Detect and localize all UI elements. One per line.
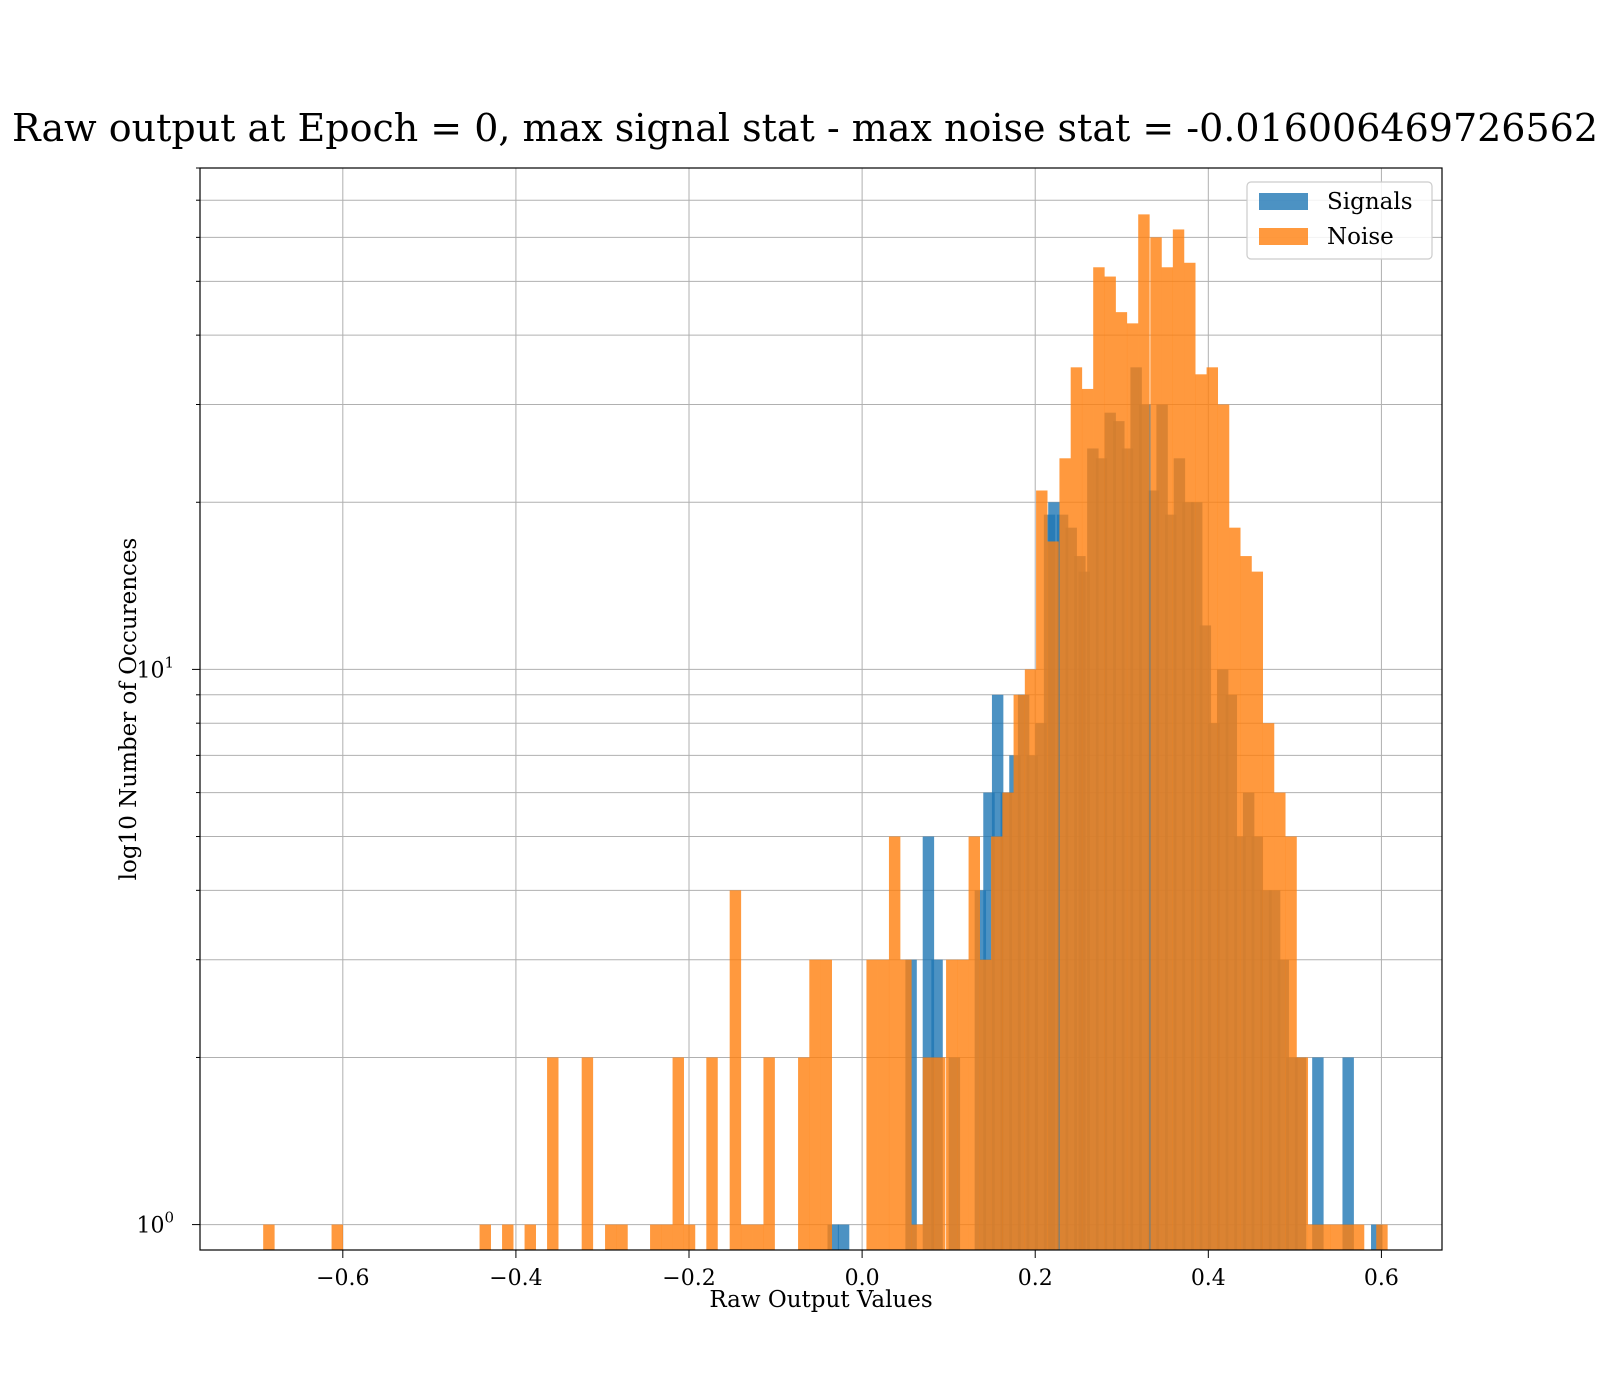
histogram-bar-noise	[877, 959, 890, 1250]
histogram-bar-noise	[1002, 792, 1014, 1250]
histogram-bar-noise	[1138, 214, 1150, 1250]
legend-label-signals: Signals	[1327, 189, 1413, 215]
histogram-bar-noise	[706, 1057, 718, 1250]
histogram-bar-signals	[1342, 1057, 1354, 1250]
histogram-bar-noise	[991, 836, 1003, 1250]
histogram-bar-noise	[1296, 1057, 1309, 1250]
histogram-bar-noise	[1251, 571, 1264, 1250]
histogram-bar-noise	[1229, 527, 1241, 1250]
histogram-bar-noise	[979, 959, 992, 1250]
plot-frame	[199, 167, 1443, 1251]
histogram-bar-noise	[809, 959, 821, 1250]
histogram-bar-noise	[888, 836, 901, 1250]
legend-swatch-noise	[1259, 228, 1308, 245]
histogram-bar-noise	[1093, 267, 1105, 1250]
histogram-bar-noise	[900, 959, 912, 1250]
legend-label-noise: Noise	[1327, 224, 1394, 250]
histogram-bar-noise	[911, 1224, 923, 1250]
histogram-bar-noise	[957, 959, 969, 1250]
histogram-bar-noise	[331, 1224, 343, 1250]
legend-swatch-signals	[1259, 193, 1308, 210]
histogram-bar-noise	[616, 1224, 628, 1250]
histogram-bar-noise	[820, 959, 832, 1250]
histogram-bar-noise	[479, 1224, 491, 1250]
histogram-bar-noise	[661, 1224, 673, 1250]
histogram-bar-noise	[1047, 541, 1059, 1250]
histogram-bar-noise	[1070, 367, 1083, 1250]
histogram-bar-noise	[1013, 694, 1025, 1250]
histogram-bar-noise	[1262, 723, 1275, 1250]
histogram-bar-noise	[1059, 458, 1071, 1250]
histogram-bar-signals	[922, 836, 935, 1250]
x-tick-label: −0.4	[489, 1266, 542, 1291]
y-tick-label: 101	[136, 653, 174, 683]
y-tick-label: 100	[136, 1209, 174, 1239]
histogram-bar-noise	[1274, 792, 1286, 1250]
histogram-bar-noise	[968, 836, 980, 1250]
histogram-bar-noise	[502, 1224, 514, 1250]
histogram-bar-noise	[1104, 276, 1116, 1250]
histogram-bar-noise	[729, 890, 742, 1250]
histogram-bar-noise	[1126, 323, 1139, 1250]
histogram-bar-noise	[581, 1057, 594, 1250]
histogram-bar-noise	[672, 1057, 684, 1250]
histogram-bar-noise	[1341, 1224, 1354, 1250]
histogram-bar-noise	[1330, 1224, 1342, 1250]
x-tick-label: 0.0	[845, 1266, 880, 1291]
histogram-bar-noise	[1217, 404, 1230, 1250]
x-tick-label: −0.2	[662, 1266, 715, 1291]
histogram-bar-noise	[1376, 1224, 1388, 1250]
axis-ticks: −0.6 −0.4 −0.2 0.0 0.2 0.4 0.6 100 101	[136, 167, 1399, 1291]
histogram-bar-noise	[798, 1057, 810, 1250]
histogram-bar-noise	[1206, 367, 1219, 1250]
histogram-bar-noise	[752, 1224, 764, 1250]
histogram-bar-noise	[1319, 1224, 1331, 1250]
x-tick-label: 0.2	[1018, 1266, 1053, 1291]
x-tick-label: −0.6	[316, 1266, 369, 1291]
x-tick-label: 0.4	[1191, 1266, 1226, 1291]
histogram-bar-noise	[1150, 237, 1162, 1251]
histogram-bar-noise	[763, 1057, 775, 1250]
histogram-bar-noise	[1307, 1224, 1320, 1250]
chart-legend: Signals Noise	[1246, 181, 1433, 260]
histogram-bar-noise	[1036, 490, 1048, 1250]
histogram-bar-noise	[922, 1057, 935, 1250]
histogram-bar-noise	[1352, 1224, 1365, 1250]
x-axis-label: Raw Output Values	[709, 1287, 932, 1313]
histogram-bar-noise	[933, 1057, 946, 1250]
histogram-bar-noise	[1172, 229, 1185, 1250]
y-axis-label: log10 Number of Occurences	[116, 538, 142, 881]
histogram-bar-noise	[1081, 388, 1094, 1250]
histogram-bar-noise	[1115, 312, 1128, 1250]
histogram-bar-noise	[866, 959, 878, 1250]
histogram-bar-noise	[683, 1224, 696, 1250]
histogram-bar-noise	[1195, 374, 1207, 1250]
histogram-bar-noise	[650, 1224, 662, 1250]
histogram-bar-noise	[605, 1224, 617, 1250]
histogram-bars	[263, 214, 1388, 1251]
histogram-bar-noise	[1161, 267, 1174, 1250]
series-noise-bars	[263, 214, 1388, 1251]
histogram-bar-noise	[547, 1057, 559, 1250]
histogram-bar-noise	[524, 1224, 536, 1250]
histogram-bar-signals	[1312, 1057, 1324, 1250]
histogram-bar-noise	[740, 1224, 753, 1250]
chart-title: Raw output at Epoch = 0, max signal stat…	[12, 106, 1598, 150]
histogram-bar-noise	[1024, 669, 1037, 1250]
histogram-bar-noise	[1184, 262, 1196, 1251]
x-tick-label: 0.6	[1364, 1266, 1399, 1291]
histogram-bar-signals	[837, 1224, 850, 1250]
histogram-bar-noise	[1285, 836, 1297, 1250]
histogram-bar-noise	[1240, 556, 1252, 1250]
histogram-bar-noise	[263, 1224, 275, 1250]
histogram-bar-signals	[827, 1224, 839, 1250]
histogram-bar-noise	[946, 959, 958, 1250]
